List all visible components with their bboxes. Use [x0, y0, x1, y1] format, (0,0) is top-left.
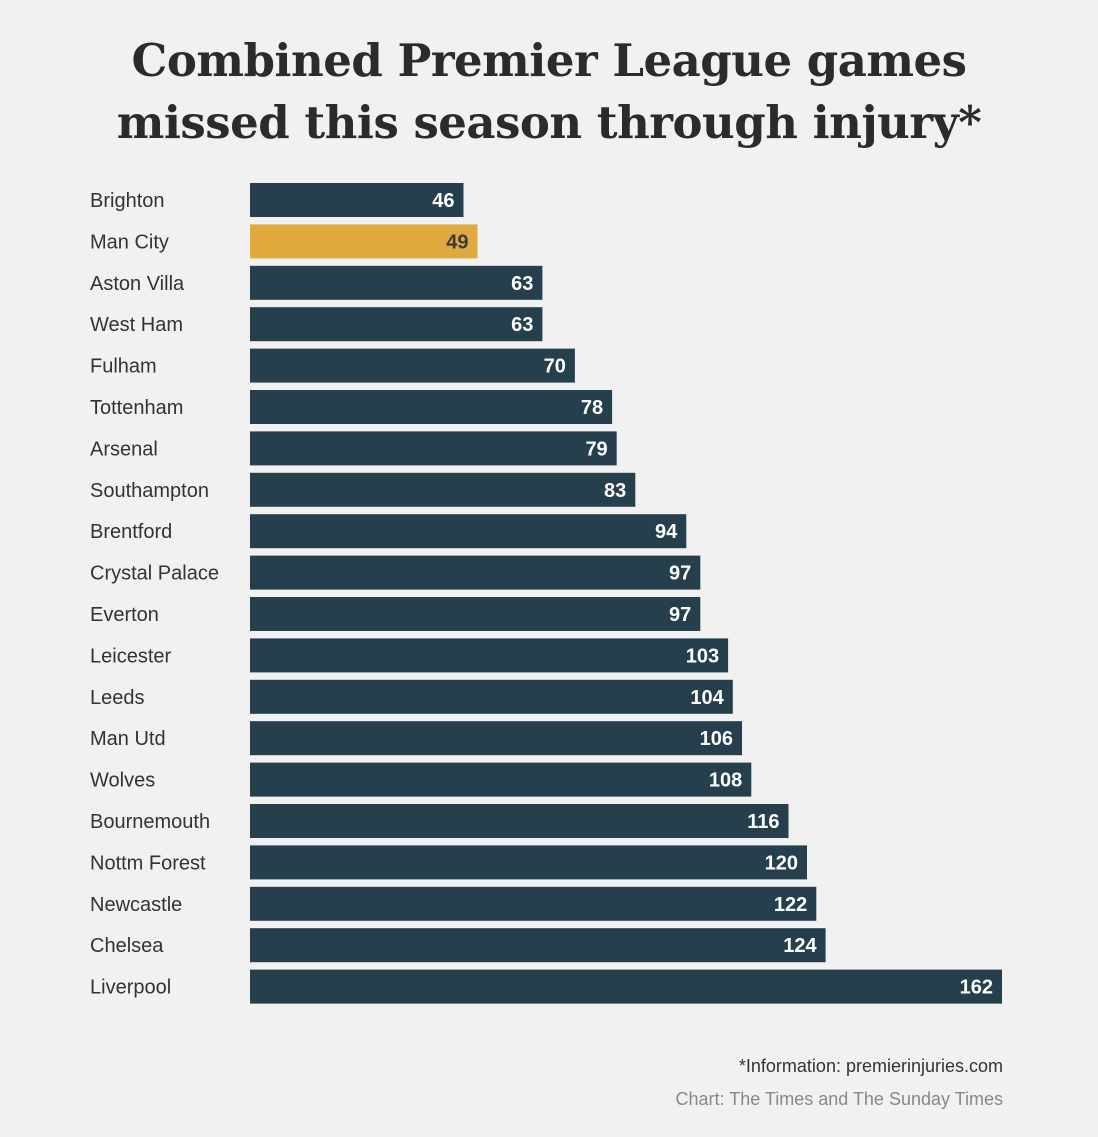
category-label-everton: Everton [90, 604, 159, 626]
value-label-nottm-forest: 120 [765, 852, 798, 874]
value-label-man-utd: 106 [700, 728, 733, 750]
bar-west-ham [250, 307, 543, 342]
bar-leeds [250, 679, 733, 714]
bar-chelsea [250, 928, 826, 963]
value-label-liverpool: 162 [960, 977, 993, 999]
value-label-man-city: 49 [446, 231, 468, 253]
category-label-bournemouth: Bournemouth [90, 811, 210, 833]
value-label-newcastle: 122 [774, 894, 807, 916]
category-label-leeds: Leeds [90, 687, 145, 709]
bar-crystal-palace [250, 555, 701, 590]
bar-southampton [250, 472, 636, 507]
category-label-man-utd: Man Utd [90, 728, 166, 750]
chart-credit: Chart: The Times and The Sunday Times [675, 1089, 1004, 1109]
category-label-newcastle: Newcastle [90, 894, 182, 916]
chart-title: Combined Premier League games missed thi… [0, 30, 1098, 154]
value-label-bournemouth: 116 [747, 811, 779, 833]
category-label-wolves: Wolves [90, 770, 155, 792]
category-label-nottm-forest: Nottm Forest [90, 852, 206, 874]
bar-man-city [250, 224, 478, 259]
value-label-fulham: 70 [544, 356, 566, 378]
bar-tottenham [250, 390, 613, 424]
value-label-southampton: 83 [604, 480, 626, 502]
category-label-man-city: Man City [90, 231, 169, 253]
bar-fulham [250, 348, 575, 383]
bar-wolves [250, 762, 752, 797]
category-label-west-ham: West Ham [90, 314, 183, 336]
category-label-fulham: Fulham [90, 356, 157, 378]
category-label-aston-villa: Aston Villa [90, 273, 185, 295]
value-label-chelsea: 124 [783, 935, 817, 957]
category-label-leicester: Leicester [90, 645, 171, 667]
value-label-tottenham: 78 [581, 397, 603, 419]
bar-liverpool [250, 969, 1002, 1004]
bars-group [250, 183, 1002, 1004]
category-label-crystal-palace: Crystal Palace [90, 563, 219, 585]
category-label-arsenal: Arsenal [90, 438, 158, 460]
chart-title-line-1: Combined Premier League games [131, 34, 968, 87]
bar-aston-villa [250, 265, 543, 300]
category-label-liverpool: Liverpool [90, 977, 171, 999]
category-label-tottenham: Tottenham [90, 397, 183, 419]
value-label-everton: 97 [669, 604, 691, 626]
bar-everton [250, 597, 701, 631]
bar-bournemouth [250, 804, 789, 838]
value-label-arsenal: 79 [585, 438, 607, 460]
value-label-brentford: 94 [655, 521, 678, 543]
value-label-leicester: 103 [686, 645, 719, 667]
category-labels: Brighton Man City Aston Villa West Ham Fulha… [90, 190, 219, 999]
bar-leicester [250, 638, 729, 673]
value-label-brighton: 46 [432, 190, 454, 212]
bar-brentford [250, 514, 687, 549]
bar-newcastle [250, 886, 817, 921]
value-label-crystal-palace: 97 [669, 563, 691, 585]
chart-title-line-2: missed this season through injury* [116, 96, 982, 149]
bar-nottm-forest [250, 845, 807, 880]
value-label-west-ham: 63 [511, 314, 533, 336]
bar-brighton [250, 183, 464, 217]
category-label-chelsea: Chelsea [90, 935, 164, 957]
category-label-brentford: Brentford [90, 521, 172, 543]
source-note: *Information: premierinjuries.com [738, 1056, 1003, 1076]
bar-man-utd [250, 721, 742, 756]
bar-arsenal [250, 431, 617, 466]
value-label-leeds: 104 [690, 687, 724, 709]
value-label-aston-villa: 63 [511, 273, 533, 295]
category-label-southampton: Southampton [90, 480, 209, 502]
category-label-brighton: Brighton [90, 190, 165, 212]
value-label-wolves: 108 [709, 770, 742, 792]
